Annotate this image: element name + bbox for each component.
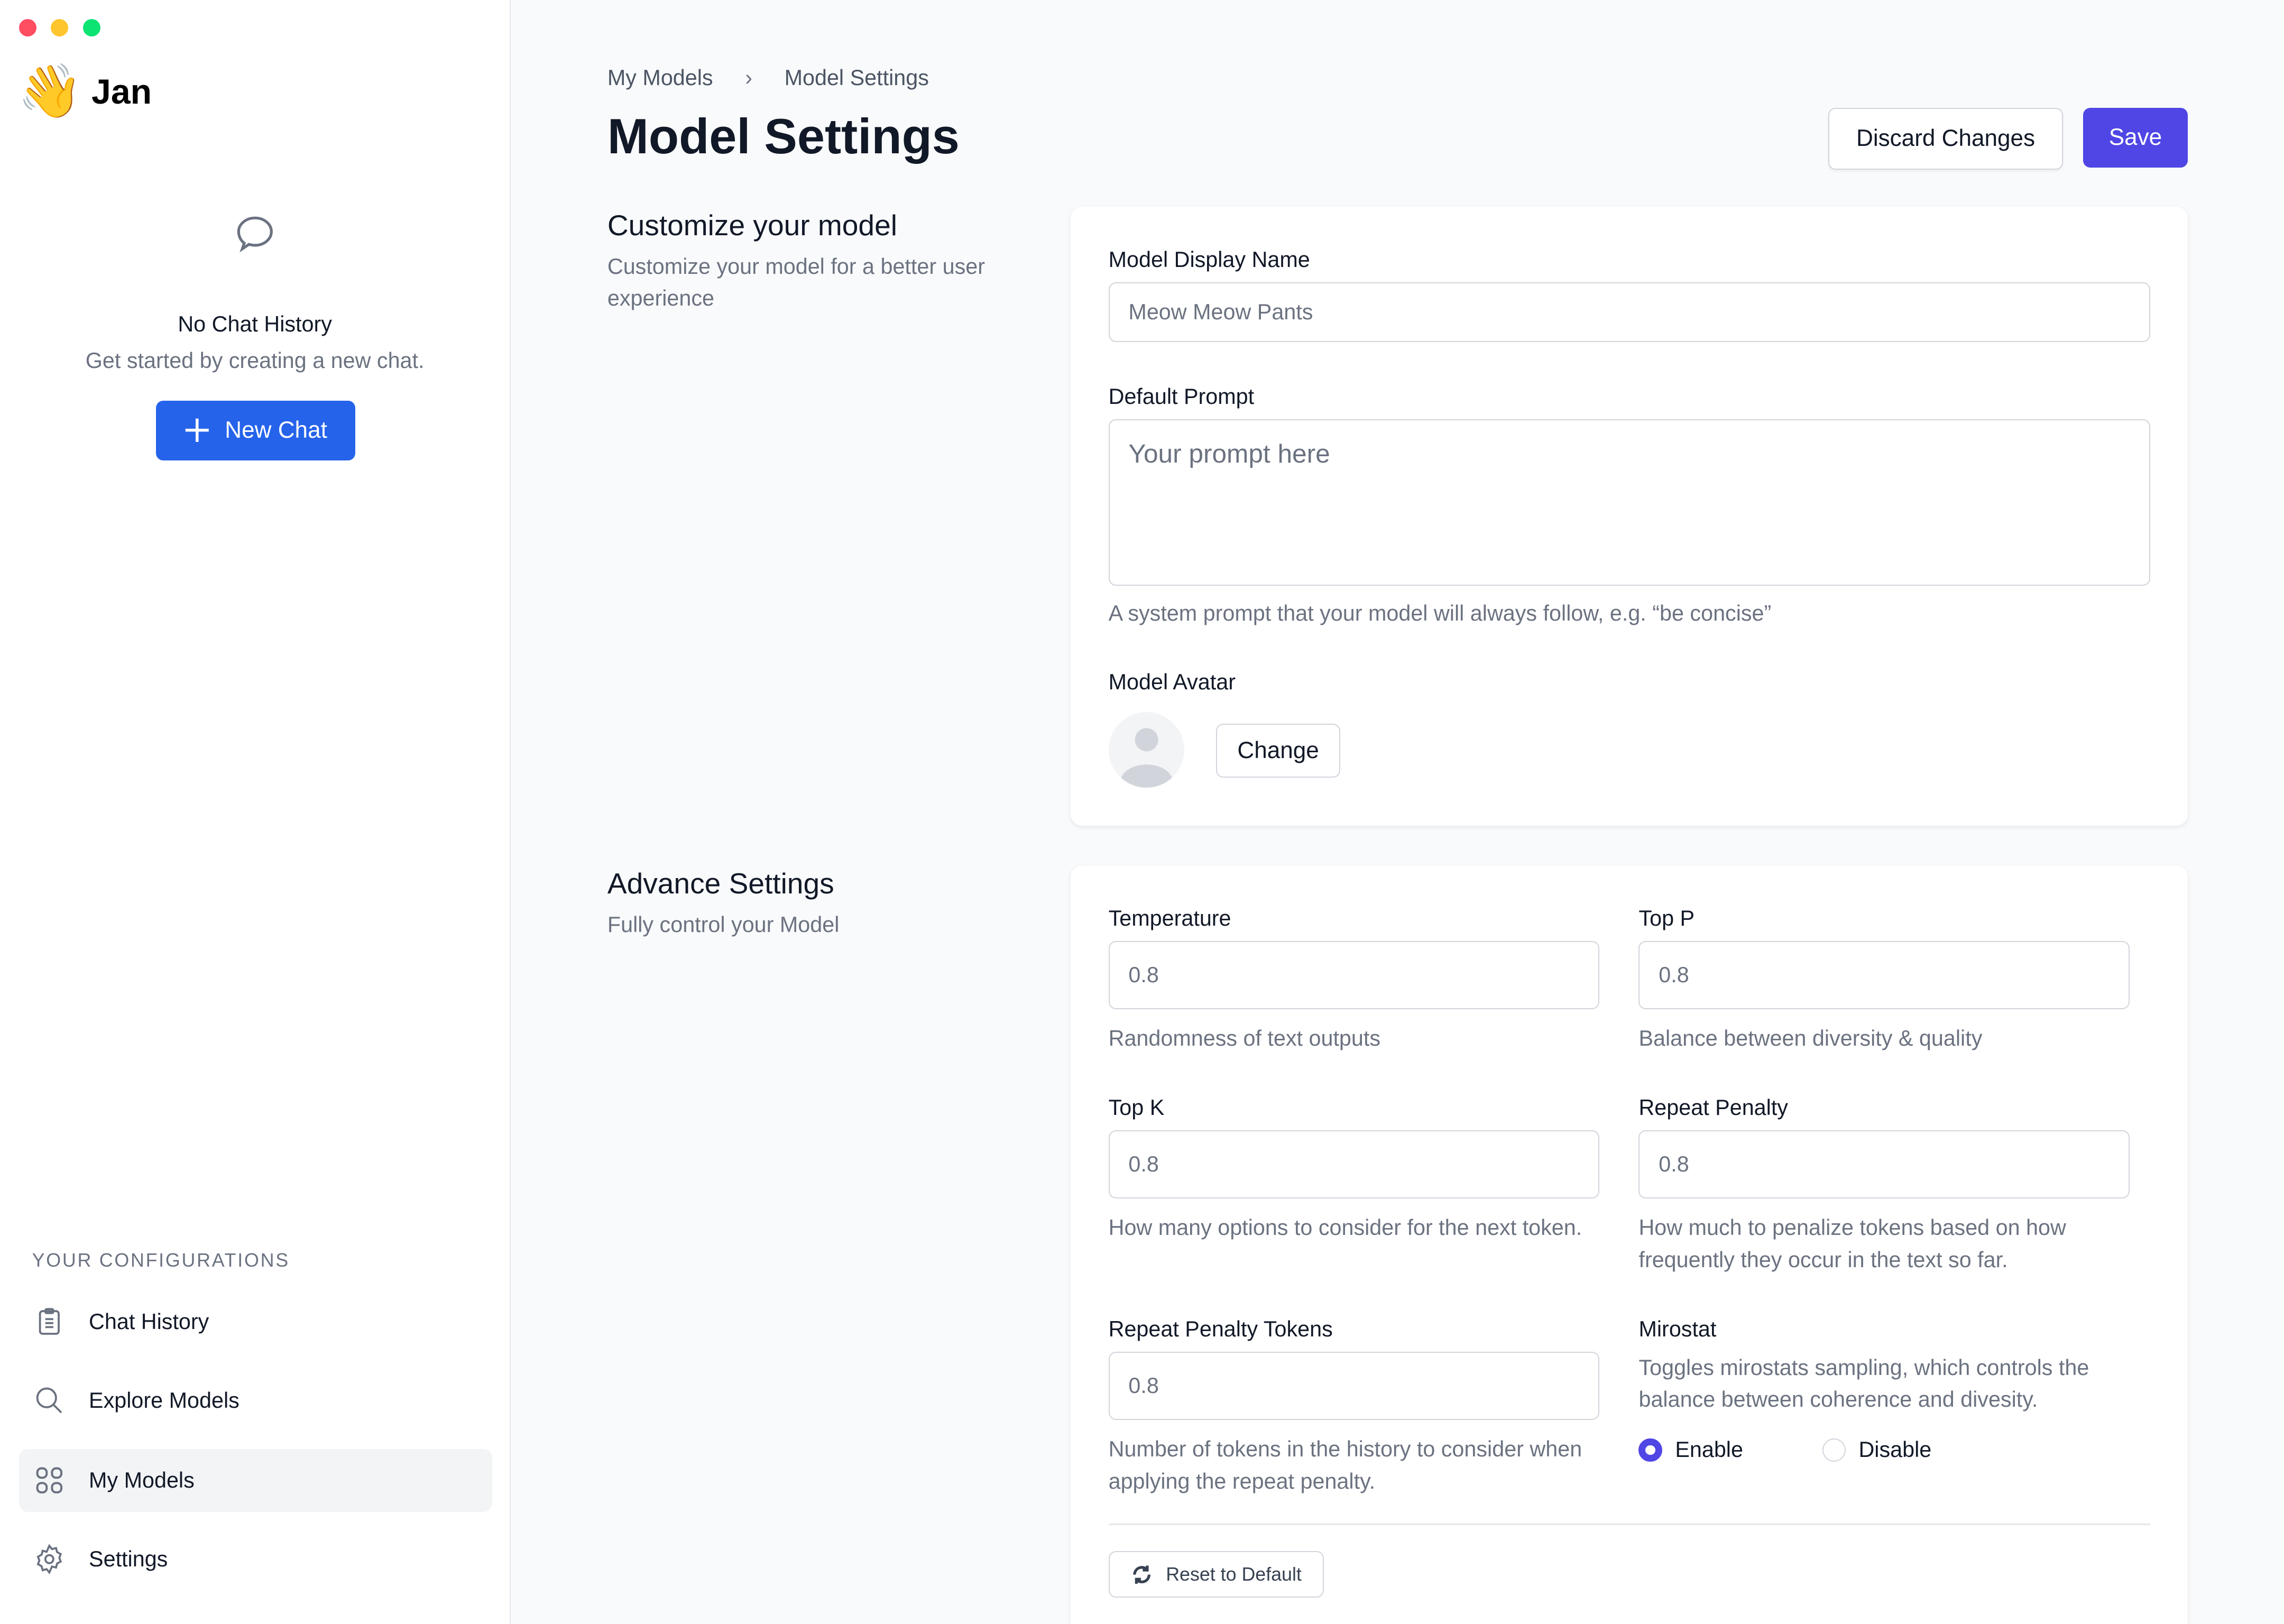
breadcrumb-model-settings: Model Settings [784, 65, 929, 90]
mirostat-disable-radio[interactable]: Disable [1822, 1437, 1932, 1462]
chevron-right-icon: › [745, 65, 752, 90]
mirostat-label: Mirostat [1638, 1316, 1717, 1341]
repeat-penalty-help: How much to penalize tokens based on how… [1638, 1215, 2066, 1272]
repeat-penalty-tokens-label: Repeat Penalty Tokens [1108, 1316, 1333, 1341]
search-icon [36, 1387, 62, 1414]
grid-icon [36, 1467, 63, 1494]
sidebar-item-label: Settings [89, 1546, 168, 1571]
divider [1108, 1523, 2150, 1525]
breadcrumb: My Models › Model Settings [607, 66, 929, 90]
radio-label: Disable [1858, 1437, 1932, 1462]
top-k-help: How many options to consider for the nex… [1108, 1215, 1582, 1240]
avatar [1108, 712, 1184, 788]
display-name-label: Model Display Name [1108, 247, 1310, 272]
gear-icon [36, 1544, 62, 1575]
page-title: Model Settings [607, 108, 960, 164]
chat-bubble-icon [237, 216, 273, 253]
default-prompt-help: A system prompt that your model will alw… [1108, 601, 1772, 625]
user-placeholder-icon [1120, 728, 1173, 788]
sidebar-item-label: Chat History [89, 1309, 209, 1334]
repeat-penalty-input[interactable]: 0.8 [1638, 1130, 2130, 1199]
radio-selected-icon [1638, 1438, 1662, 1462]
sidebar-item-settings[interactable]: Settings [19, 1528, 492, 1590]
top-p-input[interactable]: 0.8 [1638, 940, 2130, 1010]
model-avatar-label: Model Avatar [1108, 670, 1236, 695]
sidebar-item-my-models[interactable]: My Models [19, 1449, 493, 1512]
advanced-heading: Advance Settings [607, 867, 834, 900]
sidebar-item-explore-models[interactable]: Explore Models [19, 1369, 492, 1432]
clipboard-icon [39, 1308, 60, 1335]
configurations-heading: YOUR CONFIGURATIONS [32, 1249, 290, 1271]
empty-chat-state: No Chat History Get started by creating … [0, 213, 510, 373]
default-prompt-label: Default Prompt [1108, 384, 1255, 409]
save-button[interactable]: Save [2083, 107, 2188, 168]
app-name: Jan [91, 72, 152, 112]
customize-card: Model Display Name Meow Meow Pants Defau… [1070, 207, 2188, 826]
default-prompt-textarea[interactable]: Your prompt here [1108, 419, 2150, 586]
advanced-card: Temperature 0.8 Randomness of text outpu… [1070, 865, 2188, 1624]
top-p-help: Balance between diversity & quality [1638, 1026, 1983, 1051]
empty-subtitle: Get started by creating a new chat. [85, 348, 425, 373]
top-p-label: Top P [1638, 906, 1695, 930]
temperature-label: Temperature [1108, 906, 1231, 930]
repeat-penalty-tokens-input[interactable]: 0.8 [1108, 1351, 1600, 1420]
reset-label: Reset to Default [1166, 1563, 1302, 1585]
display-name-input[interactable]: Meow Meow Pants [1108, 282, 2150, 343]
radio-unselected-icon [1822, 1438, 1846, 1462]
window-minimize-button[interactable] [51, 19, 69, 36]
sidebar-item-label: Explore Models [89, 1388, 240, 1413]
main-content: My Models › Model Settings Model Setting… [511, 0, 2284, 1624]
radio-label: Enable [1675, 1437, 1743, 1462]
waving-hand-icon: 👋 [17, 62, 83, 121]
top-k-label: Top K [1108, 1095, 1165, 1120]
window-close-button[interactable] [19, 19, 36, 36]
customize-description: Customize your model for a better user e… [607, 254, 985, 311]
mirostat-help: Toggles mirostats sampling, which contro… [1638, 1355, 2089, 1412]
temperature-input[interactable]: 0.8 [1108, 940, 1600, 1010]
sidebar-item-chat-history[interactable]: Chat History [19, 1290, 492, 1353]
customize-heading: Customize your model [607, 208, 897, 242]
breadcrumb-my-models[interactable]: My Models [607, 65, 713, 90]
top-k-input[interactable]: 0.8 [1108, 1130, 1600, 1199]
plus-icon [185, 419, 209, 442]
empty-title: No Chat History [178, 311, 332, 336]
temperature-help: Randomness of text outputs [1108, 1026, 1381, 1051]
new-chat-button[interactable]: New Chat [155, 400, 356, 460]
discard-changes-button[interactable]: Discard Changes [1828, 107, 2064, 170]
advanced-description: Fully control your Model [607, 912, 840, 937]
app-logo: 👋 Jan [17, 58, 152, 125]
new-chat-label: New Chat [225, 417, 327, 444]
repeat-penalty-label: Repeat Penalty [1638, 1095, 1788, 1120]
repeat-penalty-tokens-help: Number of tokens in the history to consi… [1108, 1437, 1582, 1493]
window-maximize-button[interactable] [83, 19, 101, 36]
change-avatar-button[interactable]: Change [1216, 724, 1340, 778]
mirostat-enable-radio[interactable]: Enable [1638, 1437, 1743, 1462]
reset-to-default-button[interactable]: Reset to Default [1108, 1551, 1324, 1598]
sidebar: 👋 Jan No Chat History Get started by cre… [0, 0, 511, 1624]
sidebar-item-label: My Models [89, 1468, 195, 1493]
refresh-icon [1133, 1565, 1151, 1584]
